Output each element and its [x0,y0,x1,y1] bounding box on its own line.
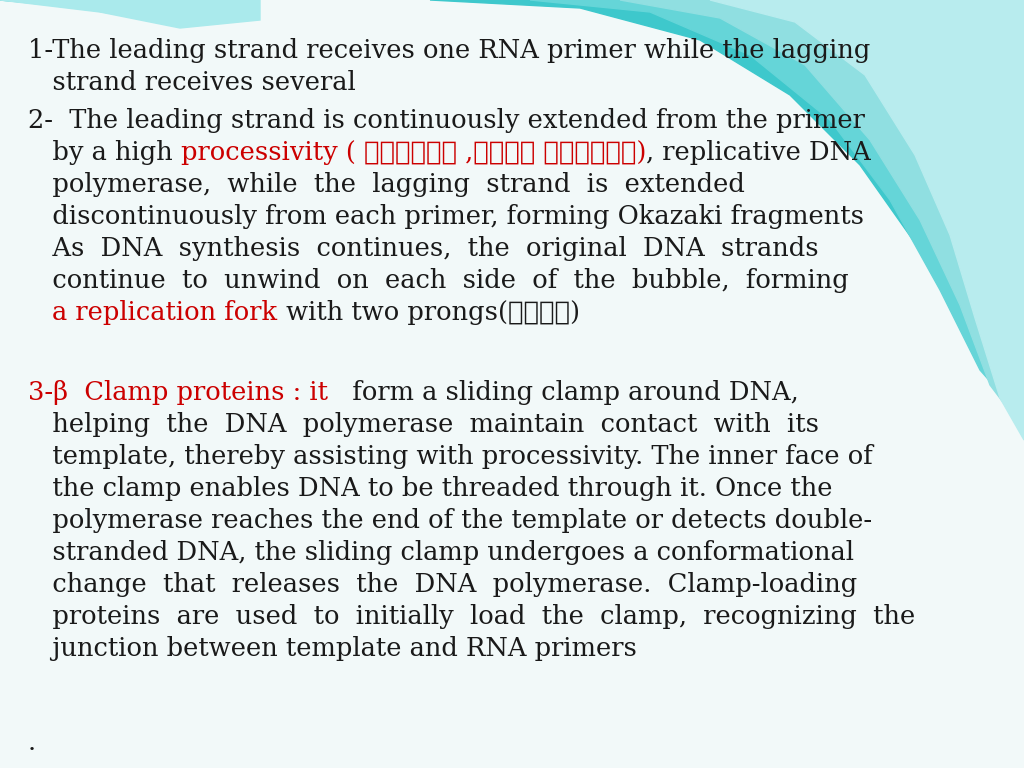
Text: strand receives several: strand receives several [28,70,355,95]
Text: helping  the  DNA  polymerase  maintain  contact  with  its: helping the DNA polymerase maintain cont… [28,412,819,437]
Text: stranded DNA, the sliding clamp undergoes a conformational: stranded DNA, the sliding clamp undergoe… [28,540,854,565]
Polygon shape [620,0,1024,430]
Text: the clamp enables DNA to be threaded through it. Once the: the clamp enables DNA to be threaded thr… [28,476,833,501]
Text: As  DNA  synthesis  continues,  the  original  DNA  strands: As DNA synthesis continues, the original… [28,236,818,261]
Text: .: . [28,730,36,755]
Text: proteins  are  used  to  initially  load  the  clamp,  recognizing  the: proteins are used to initially load the … [28,604,915,629]
Text: 3-β  Clamp proteins : it: 3-β Clamp proteins : it [28,380,328,405]
Text: 2-  The leading strand is continuously extended from the primer: 2- The leading strand is continuously ex… [28,108,865,133]
Polygon shape [430,0,1024,395]
Text: , replicative DNA: , replicative DNA [646,140,871,165]
Polygon shape [0,0,240,22]
Text: polymerase reaches the end of the template or detects double-: polymerase reaches the end of the templa… [28,508,872,533]
Text: processivity ( متنامي ,عامل ومتقدم): processivity ( متنامي ,عامل ومتقدم) [181,140,646,165]
Text: 1-The leading strand receives one RNA primer while the lagging: 1-The leading strand receives one RNA pr… [28,38,870,63]
Text: template, thereby assisting with processivity. The inner face of: template, thereby assisting with process… [28,444,872,469]
Text: by a high: by a high [28,140,181,165]
Text: form a sliding clamp around DNA,: form a sliding clamp around DNA, [328,380,799,405]
Polygon shape [0,0,260,28]
Text: polymerase,  while  the  lagging  strand  is  extended: polymerase, while the lagging strand is … [28,172,744,197]
Polygon shape [0,0,200,15]
Text: with two prongs(شوكة): with two prongs(شوكة) [278,300,580,325]
Text: change  that  releases  the  DNA  polymerase.  Clamp-loading: change that releases the DNA polymerase.… [28,572,857,597]
Polygon shape [710,0,1024,440]
Text: junction between template and RNA primers: junction between template and RNA primer… [28,636,637,661]
Polygon shape [530,0,1024,420]
Text: continue  to  unwind  on  each  side  of  the  bubble,  forming: continue to unwind on each side of the b… [28,268,849,293]
Text: a replication fork: a replication fork [52,300,278,325]
Text: discontinuously from each primer, forming Okazaki fragments: discontinuously from each primer, formin… [28,204,864,229]
